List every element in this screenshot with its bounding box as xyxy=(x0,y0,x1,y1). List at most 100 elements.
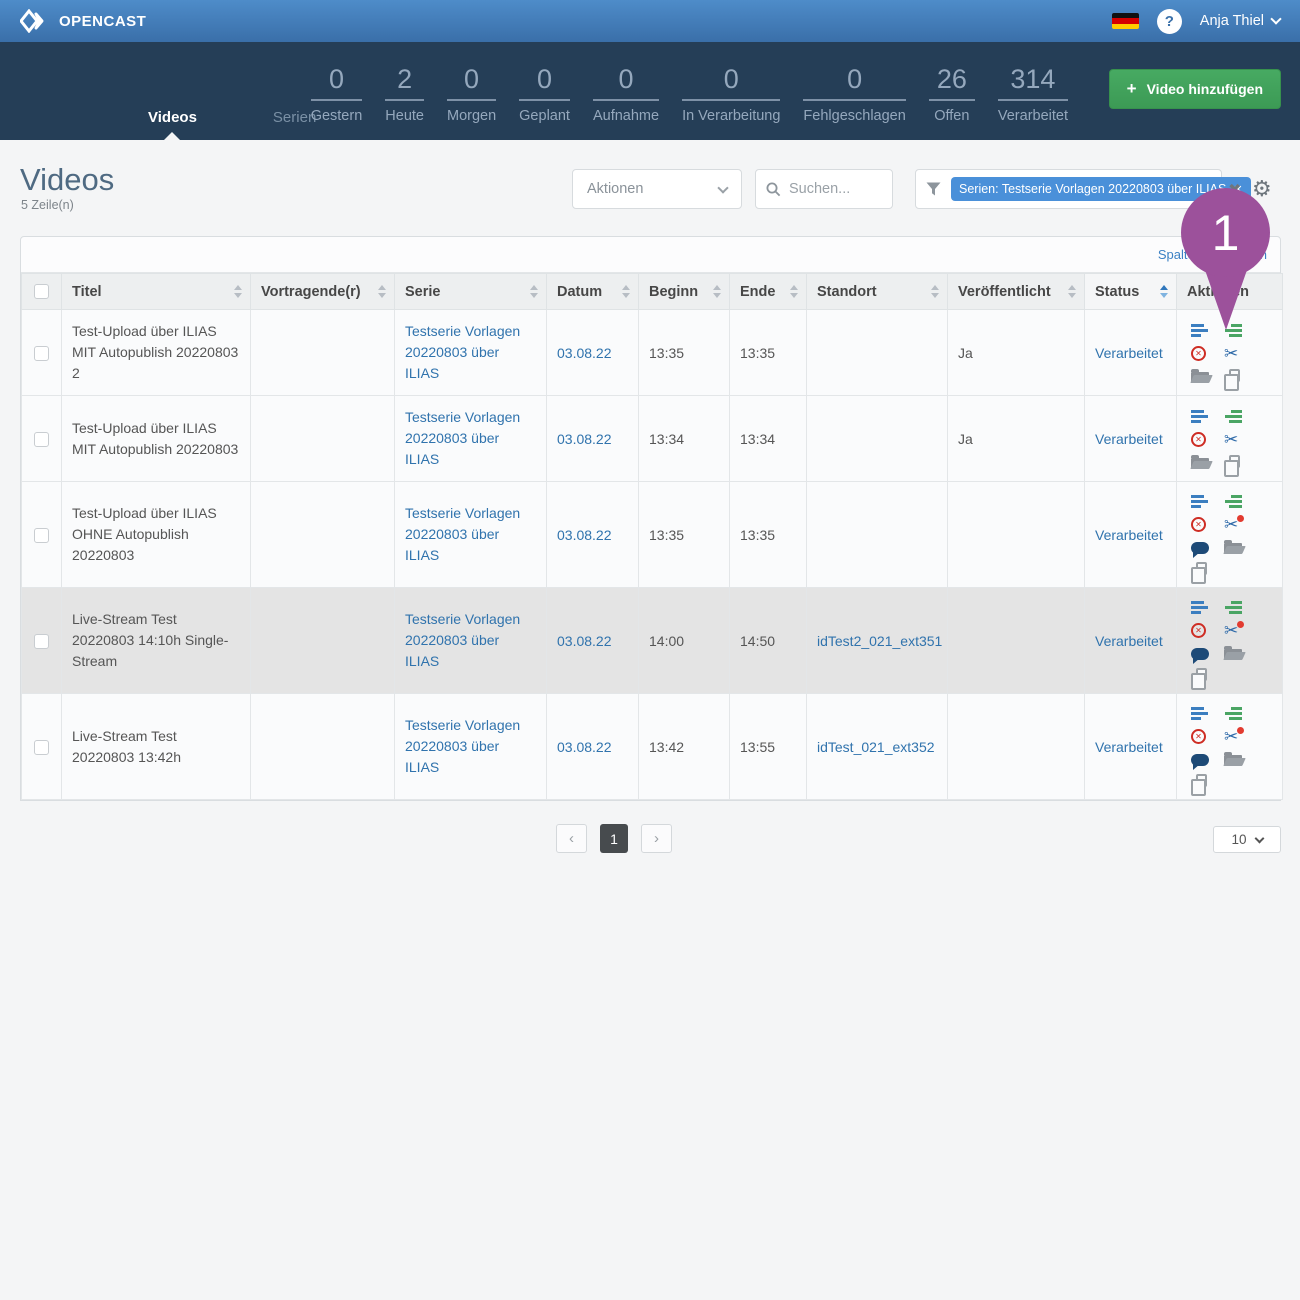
column-header-serie[interactable]: Serie xyxy=(394,273,547,310)
sort-icon[interactable] xyxy=(622,285,630,298)
sort-icon[interactable] xyxy=(378,285,386,298)
details-icon[interactable] xyxy=(1191,706,1209,721)
folder-icon[interactable] xyxy=(1224,540,1242,554)
duplicate-icon[interactable] xyxy=(1191,562,1207,584)
stat-morgen[interactable]: 0 Morgen xyxy=(446,64,497,124)
row-checkbox[interactable] xyxy=(34,633,49,649)
stat-in-verarbeitung[interactable]: 0 In Verarbeitung xyxy=(682,64,781,124)
date-link[interactable]: 03.08.22 xyxy=(557,738,612,755)
duplicate-icon[interactable] xyxy=(1224,369,1240,391)
column-header-datum[interactable]: Datum xyxy=(546,273,639,310)
folder-icon[interactable] xyxy=(1191,454,1209,469)
details-icon[interactable] xyxy=(1191,408,1209,424)
language-flag-german[interactable] xyxy=(1111,13,1139,29)
delete-icon[interactable]: ✕ xyxy=(1191,623,1206,638)
column-header-vortragende[interactable]: Vortragende(r) xyxy=(250,273,395,310)
duplicate-icon[interactable] xyxy=(1191,668,1207,690)
folder-icon[interactable] xyxy=(1224,646,1242,660)
stat-aufnahme[interactable]: 0 Aufnahme xyxy=(592,64,660,124)
prev-page-button[interactable]: ‹ xyxy=(556,824,587,853)
delete-icon[interactable]: ✕ xyxy=(1191,729,1206,744)
column-header-titel[interactable]: Titel xyxy=(61,273,251,310)
stat-fehlgeschlagen[interactable]: 0 Fehlgeschlagen xyxy=(803,64,906,124)
cut-alert-icon[interactable]: ✂ xyxy=(1224,727,1244,745)
series-link[interactable]: Testserie Vorlagen 20220803 über ILIAS xyxy=(405,323,521,381)
assets-icon[interactable] xyxy=(1224,494,1242,509)
row-checkbox[interactable] xyxy=(34,739,49,755)
cell-end: 13:55 xyxy=(729,693,807,800)
search-input[interactable] xyxy=(789,181,873,197)
date-link[interactable]: 03.08.22 xyxy=(557,526,612,543)
column-header-standort[interactable]: Standort xyxy=(806,273,948,310)
series-link[interactable]: Testserie Vorlagen 20220803 über ILIAS xyxy=(405,717,521,775)
row-checkbox[interactable] xyxy=(34,527,49,543)
assets-icon[interactable] xyxy=(1224,600,1242,615)
location-link[interactable]: idTest_021_ext352 xyxy=(817,738,935,755)
assets-icon[interactable] xyxy=(1224,408,1242,424)
series-link[interactable]: Testserie Vorlagen 20220803 über ILIAS xyxy=(405,611,521,669)
stat-heute[interactable]: 2 Heute xyxy=(385,64,424,124)
cut-icon[interactable]: ✂ xyxy=(1224,429,1239,449)
status-link[interactable]: Verarbeitet xyxy=(1095,738,1163,755)
status-link[interactable]: Verarbeitet xyxy=(1095,526,1163,543)
row-checkbox[interactable] xyxy=(34,345,49,361)
actions-dropdown-label: Aktionen xyxy=(587,181,644,197)
comment-icon[interactable] xyxy=(1191,753,1209,770)
status-link[interactable]: Verarbeitet xyxy=(1095,430,1163,447)
location-link[interactable]: idTest2_021_ext351 xyxy=(817,632,943,649)
active-tab-notch xyxy=(164,132,181,140)
cell-start: 13:34 xyxy=(638,395,730,482)
row-checkbox[interactable] xyxy=(34,431,49,447)
stat-offen[interactable]: 26 Offen xyxy=(928,64,975,124)
delete-icon[interactable]: ✕ xyxy=(1191,517,1206,532)
user-menu[interactable]: Anja Thiel xyxy=(1200,13,1282,29)
date-link[interactable]: 03.08.22 xyxy=(557,430,612,447)
tab-serien[interactable]: Serien xyxy=(272,109,317,126)
folder-icon[interactable] xyxy=(1224,752,1242,766)
comment-icon[interactable] xyxy=(1191,541,1209,558)
folder-icon[interactable] xyxy=(1191,368,1209,383)
stat-geplant[interactable]: 0 Geplant xyxy=(519,64,570,124)
delete-icon[interactable]: ✕ xyxy=(1191,345,1206,361)
sort-icon[interactable] xyxy=(713,285,721,298)
details-icon[interactable] xyxy=(1191,494,1209,509)
column-header-status[interactable]: Status xyxy=(1084,273,1177,310)
series-link[interactable]: Testserie Vorlagen 20220803 über ILIAS xyxy=(405,505,521,563)
filter-settings-gear-icon[interactable]: ⚙ xyxy=(1252,176,1272,201)
column-header-veroeffentlicht[interactable]: Veröffentlicht xyxy=(947,273,1085,310)
page-size-select[interactable]: 10 xyxy=(1213,826,1281,853)
sort-icon[interactable] xyxy=(790,285,798,298)
sort-icon[interactable] xyxy=(931,285,939,298)
cell-title: Live-Stream Test 20220803 14:10h Single-… xyxy=(61,587,251,694)
sort-icon[interactable] xyxy=(530,285,538,298)
stat-verarbeitet[interactable]: 314 Verarbeitet xyxy=(997,64,1068,124)
cut-alert-icon[interactable]: ✂ xyxy=(1224,515,1244,533)
date-link[interactable]: 03.08.22 xyxy=(557,632,612,649)
column-header-ende[interactable]: Ende xyxy=(729,273,807,310)
help-icon[interactable]: ? xyxy=(1156,8,1182,34)
sort-icon[interactable] xyxy=(234,285,242,298)
actions-dropdown[interactable]: Aktionen xyxy=(572,169,742,209)
status-link[interactable]: Verarbeitet xyxy=(1095,344,1163,361)
date-link[interactable]: 03.08.22 xyxy=(557,344,612,361)
cell-title: Test-Upload über ILIAS MIT Autopublish 2… xyxy=(61,395,251,482)
assets-icon[interactable] xyxy=(1224,706,1242,721)
stat-gestern[interactable]: 0 Gestern xyxy=(310,64,363,124)
sort-icon[interactable] xyxy=(1068,285,1076,298)
duplicate-icon[interactable] xyxy=(1224,455,1240,477)
sort-icon-active[interactable] xyxy=(1160,285,1168,298)
column-header-beginn[interactable]: Beginn xyxy=(638,273,730,310)
cut-alert-icon[interactable]: ✂ xyxy=(1224,621,1244,639)
tab-videos[interactable]: Videos xyxy=(140,109,205,140)
add-video-button[interactable]: + Video hinzufügen xyxy=(1108,69,1281,109)
current-page-button[interactable]: 1 xyxy=(600,824,628,853)
details-icon[interactable] xyxy=(1191,600,1209,615)
next-page-button[interactable]: › xyxy=(641,824,672,853)
select-all-checkbox[interactable] xyxy=(34,284,49,300)
status-link[interactable]: Verarbeitet xyxy=(1095,632,1163,649)
delete-icon[interactable]: ✕ xyxy=(1191,431,1206,447)
series-link[interactable]: Testserie Vorlagen 20220803 über ILIAS xyxy=(405,409,521,467)
cut-icon[interactable]: ✂ xyxy=(1224,343,1239,363)
duplicate-icon[interactable] xyxy=(1191,774,1207,796)
comment-icon[interactable] xyxy=(1191,647,1209,664)
